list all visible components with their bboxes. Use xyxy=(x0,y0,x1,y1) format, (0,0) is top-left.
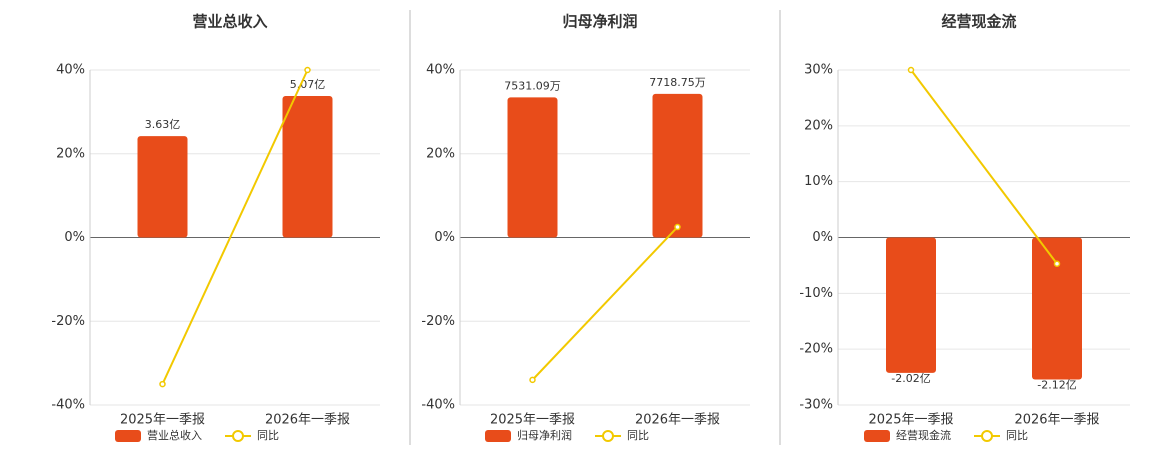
bar xyxy=(282,95,333,238)
legend-label: 归母净利润 xyxy=(517,428,572,442)
data-label: 5.07亿 xyxy=(290,78,326,91)
x-tick-label: 2025年一季报 xyxy=(868,413,953,428)
line-point xyxy=(907,66,915,74)
line xyxy=(910,69,1058,265)
line xyxy=(531,226,679,381)
line-point xyxy=(304,66,311,74)
line-point xyxy=(674,223,681,231)
data-label: -2.02亿 xyxy=(891,372,930,385)
line-point xyxy=(1053,260,1061,267)
legend-label: 同比 xyxy=(627,429,649,442)
x-tick-label: 2025年一季报 xyxy=(490,413,575,428)
y-tick-label: 40% xyxy=(56,63,85,78)
bar xyxy=(886,237,936,373)
y-tick-label: 0% xyxy=(812,230,833,245)
x-tick-label: 2026年一季报 xyxy=(265,413,350,428)
y-tick-label: -20% xyxy=(421,314,455,329)
legend-marker xyxy=(485,430,511,442)
legend-marker xyxy=(981,430,993,442)
bar xyxy=(507,97,558,238)
legend-marker xyxy=(115,430,141,442)
chart-title: 营业总收入 xyxy=(192,13,267,31)
data-label: 7531.09万 xyxy=(504,79,561,92)
line xyxy=(161,69,309,385)
legend-label: 同比 xyxy=(257,429,279,442)
y-tick-label: -40% xyxy=(421,398,455,413)
x-tick-label: 2026年一季报 xyxy=(1014,413,1099,428)
y-tick-label: -20% xyxy=(51,314,85,329)
y-tick-label: 30% xyxy=(804,63,833,78)
data-label: -2.12亿 xyxy=(1037,379,1076,392)
legend-label: 营业总收入 xyxy=(147,428,202,442)
y-tick-label: -30% xyxy=(799,398,833,413)
bar xyxy=(652,93,703,238)
chart-title: 经营现金流 xyxy=(941,13,1016,31)
y-tick-label: 0% xyxy=(434,230,455,245)
bar xyxy=(137,136,188,238)
data-label: 7718.75万 xyxy=(649,76,706,89)
y-tick-label: 40% xyxy=(426,63,455,78)
line-point xyxy=(159,380,166,388)
legend-label: 同比 xyxy=(1006,429,1028,442)
x-tick-label: 2025年一季报 xyxy=(120,413,205,428)
y-tick-label: 20% xyxy=(804,118,833,133)
y-tick-label: 0% xyxy=(64,230,85,245)
legend-label: 经营现金流 xyxy=(896,428,951,442)
chart-title: 归母净利润 xyxy=(562,13,637,31)
data-label: 3.63亿 xyxy=(145,118,181,131)
x-tick-label: 2026年一季报 xyxy=(635,413,720,428)
legend-marker xyxy=(864,430,890,442)
legend-marker xyxy=(602,430,614,442)
y-tick-label: 20% xyxy=(56,146,85,161)
y-tick-label: -10% xyxy=(799,286,833,301)
bar xyxy=(1032,237,1082,380)
y-tick-label: 20% xyxy=(426,146,455,161)
y-tick-label: -40% xyxy=(51,398,85,413)
y-tick-label: 10% xyxy=(804,174,833,189)
y-tick-label: -20% xyxy=(799,342,833,357)
line-point xyxy=(529,376,536,384)
legend-marker xyxy=(232,430,244,442)
